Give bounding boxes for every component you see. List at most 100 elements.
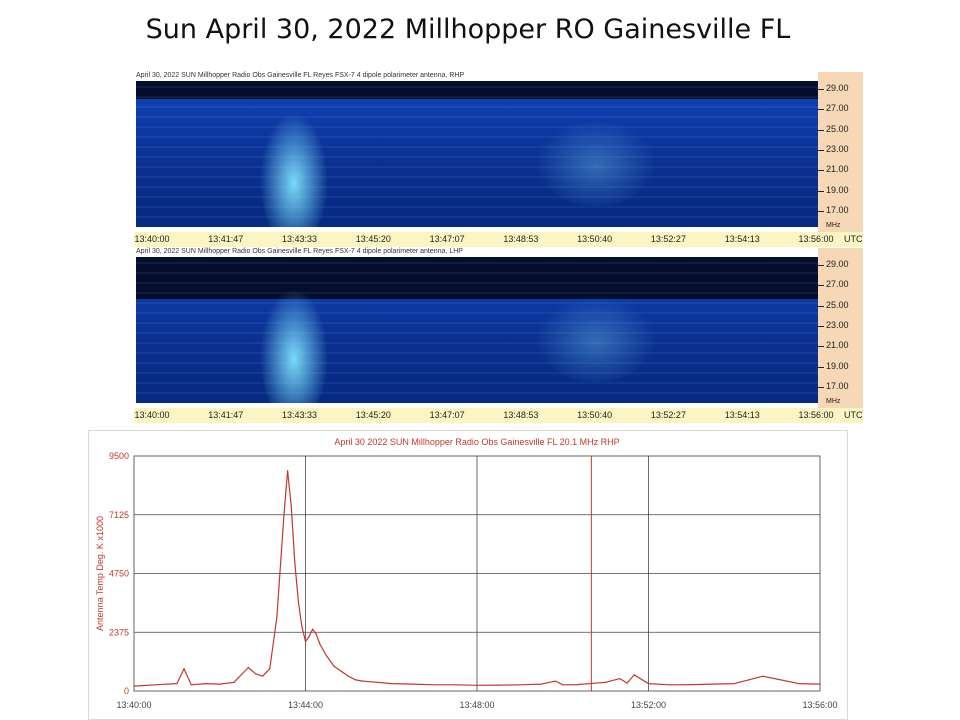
frequency-tick — [818, 210, 824, 212]
spectrogram-burst — [260, 282, 328, 403]
frequency-tick-label: 25.00 — [826, 299, 849, 310]
time-unit: UTC — [844, 234, 863, 244]
data-point — [262, 675, 264, 677]
data-point — [747, 679, 750, 681]
time-axis: 13:40:00 13:41:47 13:43:33 13:45:20 13:47:07… — [134, 408, 863, 423]
data-point — [297, 601, 299, 603]
frequency-tick — [818, 366, 824, 368]
data-point — [219, 683, 221, 685]
data-point — [362, 680, 364, 682]
data-point — [454, 684, 457, 686]
data-point — [376, 681, 378, 683]
data-point — [333, 665, 335, 667]
time-tick-label: 13:54:13 — [724, 234, 760, 244]
time-unit: UTC — [844, 410, 863, 420]
data-point — [762, 675, 764, 677]
frequency-tick-label: 19.00 — [826, 360, 849, 371]
data-point — [312, 628, 314, 630]
frequency-tick-label: 21.00 — [826, 164, 849, 175]
frequency-tick-label: 29.00 — [826, 83, 849, 93]
data-point — [712, 683, 714, 685]
spectrogram-lhp: April 30, 2022 SUN Millhopper Radio Obs … — [134, 248, 863, 424]
data-point — [301, 626, 303, 628]
time-tick-label: 13:45:20 — [355, 234, 391, 244]
frequency-tick — [818, 305, 824, 307]
time-tick-label: 13:52:27 — [650, 234, 686, 244]
data-point — [540, 683, 542, 685]
light-curve-svg: April 30 2022 SUN Millhopper Radio Obs G… — [95, 437, 838, 710]
data-point — [733, 682, 735, 685]
frequency-tick-label: 27.00 — [826, 103, 849, 114]
frequency-tick-label: 29.00 — [826, 259, 849, 269]
spectrogram-diffuse-emission — [536, 116, 656, 206]
data-point — [562, 684, 564, 686]
data-point — [287, 470, 289, 472]
frequency-tick — [818, 149, 824, 151]
data-point — [319, 643, 321, 645]
frequency-axis: 29.00 27.00 25.00 23.00 21.00 19.00 17.00 MHz — [818, 248, 863, 408]
data-point — [340, 670, 342, 672]
data-point — [776, 678, 778, 680]
spectrogram-image — [136, 257, 818, 403]
time-tick-label: 13:54:13 — [724, 410, 760, 420]
y-axis-label: Antenna Temp Deg. K x1000 — [95, 516, 105, 631]
data-point — [476, 684, 478, 686]
data-point — [669, 684, 671, 686]
frequency-tick — [818, 89, 824, 90]
data-point — [304, 640, 307, 643]
frequency-axis: 29.00 27.00 25.00 23.00 21.00 19.00 17.00 MHz — [818, 72, 863, 232]
frequency-tick-label: 17.00 — [826, 204, 849, 215]
frequency-unit: MHz — [826, 398, 841, 405]
frequency-tick-label: 23.00 — [826, 143, 849, 154]
y-tick-label: 4750 — [109, 569, 129, 579]
data-point — [154, 684, 157, 686]
time-tick-label: 13:50:40 — [577, 234, 613, 244]
data-point — [326, 655, 328, 657]
data-point — [354, 679, 357, 681]
data-point — [633, 674, 635, 676]
spectrogram-burst — [260, 106, 328, 227]
time-tick-label: 13:40:00 — [134, 234, 170, 244]
spectrogram-background — [136, 81, 818, 227]
time-tick-label: 13:43:33 — [282, 410, 318, 420]
series-line — [133, 470, 821, 687]
data-point — [555, 680, 557, 682]
spectrogram-header: April 30, 2022 SUN Millhopper Radio Obs … — [136, 72, 465, 79]
frequency-tick — [818, 325, 824, 327]
chart-title: April 30 2022 SUN Millhopper Radio Obs G… — [334, 437, 619, 447]
time-tick-label: 13:41:47 — [208, 410, 244, 420]
frequency-tick-label: 19.00 — [826, 184, 849, 195]
x-tick-label: 13:52:00 — [631, 700, 666, 710]
data-point — [183, 668, 185, 670]
time-tick-label: 13:48:53 — [503, 410, 539, 420]
data-point — [247, 666, 249, 669]
frequency-unit: MHz — [826, 222, 841, 229]
frequency-tick — [818, 265, 824, 266]
frequency-tick — [818, 386, 824, 388]
spectrogram-header: April 30, 2022 SUN Millhopper Radio Obs … — [136, 248, 463, 255]
data-point — [626, 682, 628, 684]
data-point — [690, 683, 692, 686]
data-point — [315, 633, 317, 635]
spectrogram-rhp: April 30, 2022 SUN Millhopper Radio Obs … — [134, 72, 863, 248]
data-point — [647, 682, 650, 685]
time-tick-label: 13:40:00 — [134, 410, 170, 420]
light-curve-chart: April 30 2022 SUN Millhopper Radio Obs G… — [88, 430, 848, 720]
data-point — [283, 512, 285, 514]
data-point — [619, 678, 621, 680]
frequency-tick — [818, 190, 824, 192]
time-tick-label: 13:45:20 — [355, 410, 391, 420]
time-tick-label: 13:47:07 — [429, 410, 465, 420]
data-point — [576, 683, 578, 686]
frequency-tick-label: 27.00 — [826, 279, 849, 290]
data-point — [433, 684, 435, 686]
data-point — [412, 683, 414, 685]
spectrogram-dark-band — [136, 81, 818, 99]
slide-title: Sun April 30, 2022 Millhopper RO Gainesv… — [145, 14, 791, 45]
frequency-tick-label: 25.00 — [826, 123, 849, 134]
data-point — [233, 681, 235, 683]
frequency-tick-label: 23.00 — [826, 319, 849, 330]
data-point — [276, 616, 278, 618]
data-point — [308, 635, 310, 638]
time-tick-label: 13:48:53 — [503, 234, 539, 244]
